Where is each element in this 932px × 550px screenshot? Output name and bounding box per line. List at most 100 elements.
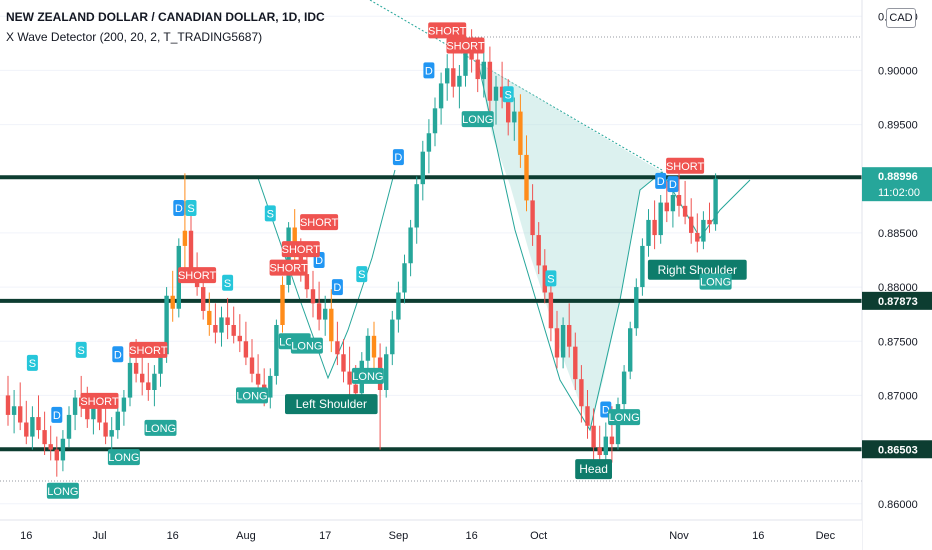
signal-long[interactable]: LONG — [351, 367, 384, 384]
signal-text: SHORT — [178, 270, 217, 282]
candle-body — [121, 397, 127, 412]
signal-d[interactable]: D — [173, 200, 185, 216]
level-price-tag[interactable]: 0.87873 — [862, 291, 932, 310]
candle — [707, 202, 712, 233]
signal-box — [46, 482, 79, 499]
last-price-tag[interactable]: 0.88996 11:02:00 — [862, 167, 932, 202]
candle — [701, 211, 706, 250]
level-price-tag[interactable]: 0.86503 — [862, 440, 932, 459]
signal-text: LONG — [236, 390, 267, 402]
signal-text: D — [315, 255, 323, 267]
candle-body — [414, 184, 419, 228]
signal-short[interactable]: SHORT — [666, 157, 705, 174]
signal-short[interactable]: SHORT — [80, 392, 119, 409]
signal-d[interactable]: D — [667, 176, 679, 193]
candle-body — [91, 408, 96, 420]
currency-badge[interactable]: CAD — [886, 8, 916, 28]
signal-s[interactable]: S — [264, 205, 276, 222]
signal-long[interactable]: LONG — [46, 482, 79, 499]
indicator-legend[interactable]: X Wave Detector (200, 20, 2, T_TRADING56… — [6, 30, 263, 44]
candle-body — [365, 335, 371, 361]
candle — [5, 375, 11, 426]
signal-pattern[interactable]: Left Shoulder — [285, 394, 378, 415]
signal-long[interactable]: LONG — [107, 449, 140, 466]
candle-body — [316, 303, 322, 320]
candle — [280, 276, 285, 333]
signal-d[interactable]: D — [392, 149, 404, 166]
signal-long[interactable]: LONG — [290, 337, 323, 354]
time-axis[interactable]: 16 Jul 16 Aug 17 Sep 16 Oct Nov 16 Dec — [0, 519, 862, 550]
signal-long[interactable]: LONG — [608, 409, 641, 426]
candle-body — [329, 308, 334, 342]
price-axis[interactable]: 0.905000.900000.895000.885000.880000.875… — [861, 0, 932, 550]
signal-text: D — [175, 203, 183, 215]
signal-d[interactable]: D — [112, 346, 124, 363]
candle-body — [103, 422, 108, 437]
signal-long[interactable]: LONG — [236, 387, 268, 404]
signal-s[interactable]: S — [502, 86, 514, 103]
time-tick-label: Jul — [92, 530, 106, 542]
price-tick-label: 0.87500 — [878, 336, 918, 348]
signal-short[interactable]: SHORT — [446, 37, 485, 54]
candle-body — [542, 265, 547, 293]
signal-text: SHORT — [428, 25, 467, 37]
candle-body — [42, 430, 47, 445]
candle — [371, 321, 377, 374]
signal-box — [264, 205, 276, 222]
signal-box — [129, 341, 168, 358]
time-tick-label: 17 — [319, 530, 331, 542]
candle-body — [152, 373, 157, 390]
signal-s[interactable]: S — [545, 270, 557, 287]
signal-d[interactable]: D — [331, 279, 343, 296]
signal-text: D — [669, 179, 677, 191]
candle — [408, 219, 413, 277]
signal-short[interactable]: SHORT — [129, 341, 168, 358]
signal-short[interactable]: SHORT — [300, 214, 339, 231]
signal-box — [666, 157, 705, 174]
signal-text: Left Shoulder — [296, 397, 367, 411]
candle — [628, 321, 633, 380]
candle-body — [140, 373, 145, 383]
signal-pattern[interactable]: Head — [575, 459, 612, 480]
signal-short[interactable]: SHORT — [428, 22, 467, 39]
signal-text: SHORT — [300, 217, 339, 229]
candle-body — [231, 325, 236, 336]
time-tick-label: Dec — [816, 530, 836, 542]
signal-long[interactable]: LONG — [461, 111, 494, 128]
candle-body — [24, 422, 29, 437]
signal-s[interactable]: S — [26, 354, 38, 371]
signal-d[interactable]: D — [51, 406, 63, 423]
candle — [115, 404, 120, 439]
candle — [66, 406, 72, 448]
signal-s[interactable]: S — [222, 274, 234, 291]
signal-short[interactable]: SHORT — [269, 259, 308, 276]
candle-body — [36, 417, 41, 431]
signal-short[interactable]: SHORT — [282, 241, 321, 258]
signal-s[interactable]: S — [185, 200, 197, 216]
time-tick-label: Nov — [669, 530, 689, 542]
candle-body — [530, 200, 535, 236]
candle — [341, 339, 346, 383]
signal-text: SHORT — [666, 161, 705, 173]
candle-body — [164, 295, 169, 355]
candle — [530, 184, 535, 246]
signal-d[interactable]: D — [655, 172, 667, 189]
signal-short[interactable]: SHORT — [178, 267, 217, 284]
signal-s[interactable]: S — [356, 266, 368, 283]
signal-d[interactable]: D — [423, 62, 435, 79]
candle — [695, 213, 700, 253]
price-tick-label: 0.90000 — [878, 65, 918, 77]
signal-text: S — [505, 89, 512, 101]
candle — [109, 417, 114, 452]
candle — [30, 406, 35, 450]
signal-text: D — [114, 349, 122, 361]
signal-pattern[interactable]: Right Shoulder — [647, 259, 747, 280]
signal-s[interactable]: S — [75, 341, 87, 358]
signal-long[interactable]: LONG — [144, 419, 177, 436]
candle-body — [670, 195, 676, 212]
candle-body — [371, 335, 377, 358]
candle — [219, 306, 224, 347]
head-right-shoulder-line — [477, 61, 751, 432]
signal-long[interactable]: LONG — [699, 273, 732, 290]
symbol-title[interactable]: NEW ZEALAND DOLLAR / CANADIAN DOLLAR, 1D… — [6, 10, 325, 24]
